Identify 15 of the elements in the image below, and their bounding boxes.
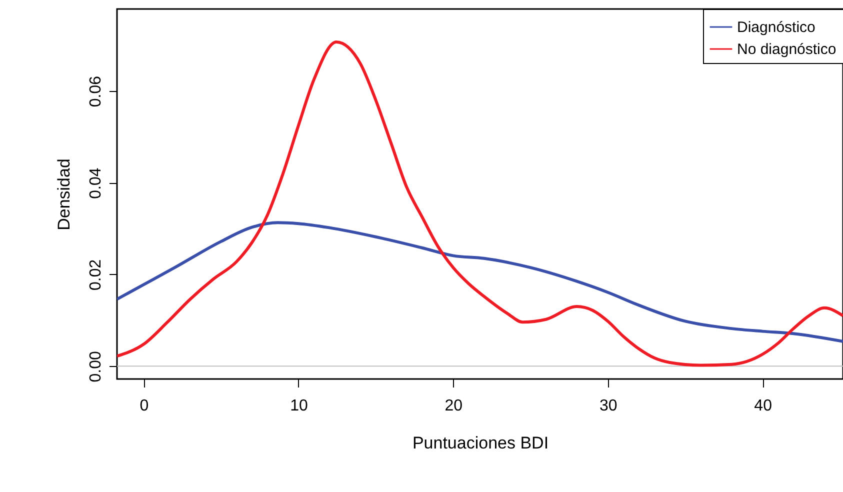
legend-label: No diagnóstico [737, 41, 836, 58]
legend-label: Diagnóstico [737, 19, 816, 36]
y-tick-label: 0.00 [88, 350, 104, 382]
y-tick-label: 0.04 [88, 168, 104, 199]
x-tick-label: 40 [754, 398, 772, 414]
x-tick-label: 0 [140, 398, 149, 414]
x-tick-label: 30 [599, 398, 618, 414]
y-tick-label: 0.06 [88, 76, 104, 108]
y-axis-title: Densidad [54, 158, 74, 230]
x-tick-label: 20 [444, 398, 463, 414]
x-tick-label: 10 [290, 398, 308, 414]
line-series [117, 40, 843, 367]
line-series [117, 221, 843, 343]
y-tick-label: 0.02 [88, 259, 104, 291]
x-axis-title: Puntuaciones BDI [412, 434, 549, 452]
